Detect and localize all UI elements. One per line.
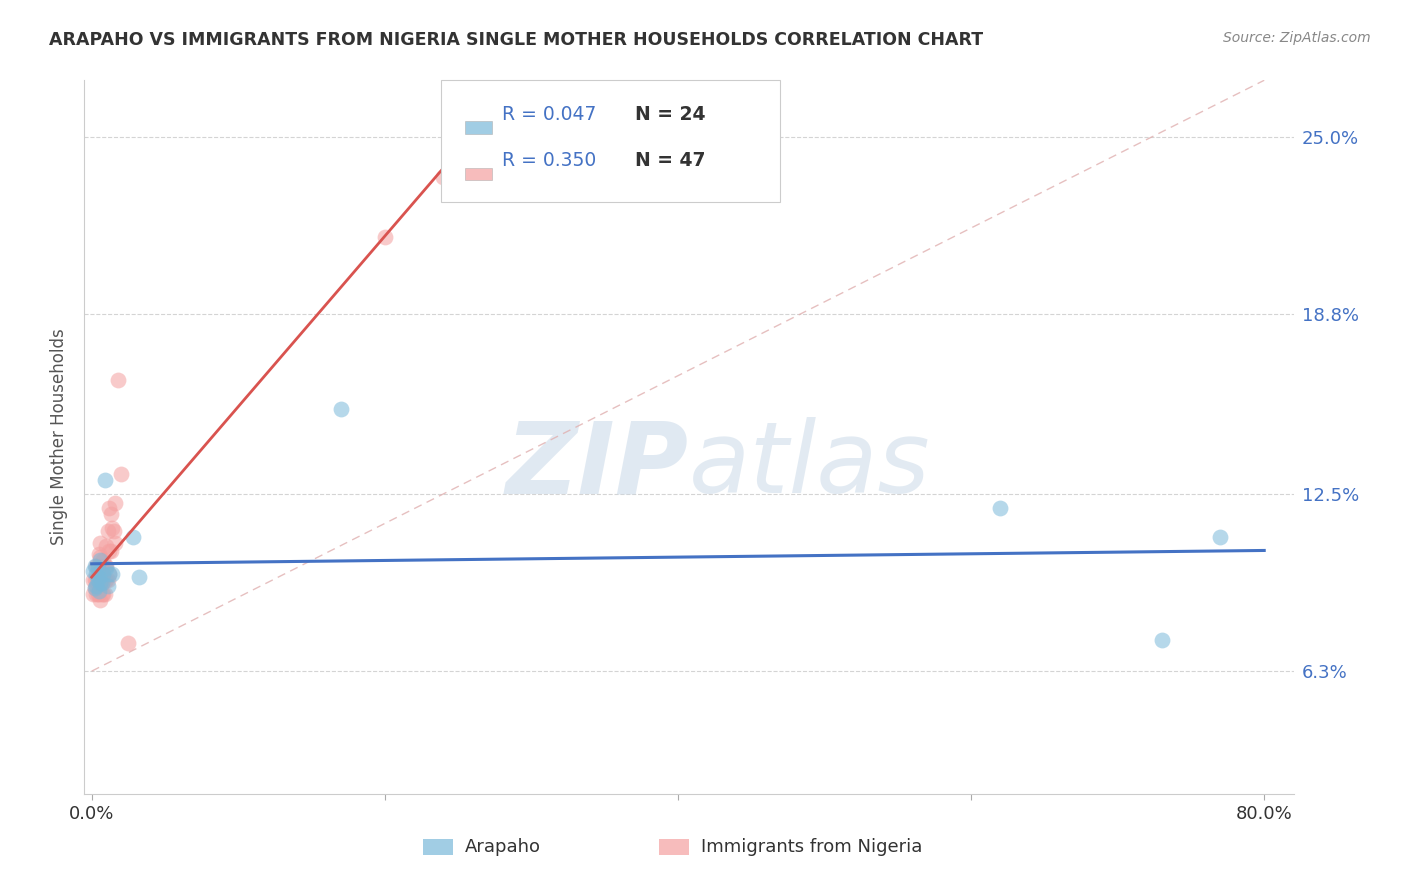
Point: [86, 558, 108, 573]
Point: [100, 507, 122, 521]
Point: [82, 564, 104, 578]
Point: [89, 564, 111, 578]
Point: [82, 587, 104, 601]
Point: [86, 573, 108, 587]
FancyBboxPatch shape: [465, 121, 492, 134]
Point: [87, 570, 110, 584]
Point: [94, 558, 117, 573]
Point: [91, 575, 114, 590]
FancyBboxPatch shape: [423, 838, 453, 855]
Point: [91, 587, 114, 601]
Point: [97, 524, 120, 539]
Point: [432, 170, 454, 185]
Point: [96, 539, 118, 553]
Point: [89, 592, 111, 607]
Point: [98, 501, 121, 516]
Point: [1150, 632, 1173, 647]
Point: [97, 573, 120, 587]
Point: [87, 567, 110, 582]
Point: [104, 535, 127, 549]
Text: ZIP: ZIP: [506, 417, 689, 514]
Point: [86, 573, 108, 587]
Point: [93, 567, 115, 582]
Point: [87, 578, 110, 592]
Point: [86, 587, 108, 601]
Text: N = 47: N = 47: [634, 152, 704, 170]
Point: [87, 584, 110, 599]
Point: [89, 578, 111, 592]
Point: [374, 230, 396, 244]
Text: R = 0.047: R = 0.047: [502, 105, 596, 124]
Point: [128, 570, 150, 584]
Point: [104, 496, 127, 510]
Text: atlas: atlas: [689, 417, 931, 514]
Text: Immigrants from Nigeria: Immigrants from Nigeria: [702, 838, 922, 855]
Text: R = 0.350: R = 0.350: [502, 152, 596, 170]
Point: [1209, 530, 1232, 544]
Point: [93, 587, 115, 601]
Point: [103, 524, 125, 539]
Text: N = 24: N = 24: [634, 105, 704, 124]
Point: [89, 553, 111, 567]
Text: ARAPAHO VS IMMIGRANTS FROM NIGERIA SINGLE MOTHER HOUSEHOLDS CORRELATION CHART: ARAPAHO VS IMMIGRANTS FROM NIGERIA SINGL…: [49, 31, 983, 49]
Point: [94, 473, 117, 487]
Point: [84, 587, 107, 601]
Point: [89, 549, 111, 564]
Point: [91, 558, 114, 573]
FancyBboxPatch shape: [441, 80, 780, 202]
Point: [110, 467, 132, 482]
Point: [117, 635, 139, 649]
Point: [990, 501, 1012, 516]
Point: [100, 544, 122, 558]
Text: Arapaho: Arapaho: [465, 838, 541, 855]
Point: [83, 582, 105, 596]
Point: [96, 573, 118, 587]
Point: [98, 544, 121, 558]
Point: [96, 558, 118, 573]
Point: [84, 567, 107, 582]
Point: [83, 582, 105, 596]
Point: [91, 573, 114, 587]
FancyBboxPatch shape: [659, 838, 689, 855]
Point: [101, 567, 124, 582]
Y-axis label: Single Mother Households: Single Mother Households: [49, 329, 67, 545]
Point: [107, 373, 129, 387]
Point: [83, 573, 105, 587]
Point: [98, 567, 121, 582]
Point: [121, 530, 143, 544]
Point: [86, 561, 108, 575]
Point: [89, 575, 111, 590]
FancyBboxPatch shape: [465, 168, 492, 180]
Point: [94, 587, 117, 601]
Point: [83, 558, 105, 573]
Point: [93, 573, 115, 587]
Point: [98, 567, 121, 582]
Point: [96, 561, 118, 575]
Point: [94, 573, 117, 587]
Point: [93, 553, 115, 567]
Point: [84, 573, 107, 587]
Point: [84, 558, 107, 573]
Point: [101, 521, 124, 535]
Point: [97, 578, 120, 592]
Point: [84, 578, 107, 592]
Point: [82, 573, 104, 587]
Point: [87, 547, 110, 561]
Point: [89, 535, 111, 549]
Point: [329, 401, 352, 416]
Text: Source: ZipAtlas.com: Source: ZipAtlas.com: [1223, 31, 1371, 45]
Point: [87, 587, 110, 601]
